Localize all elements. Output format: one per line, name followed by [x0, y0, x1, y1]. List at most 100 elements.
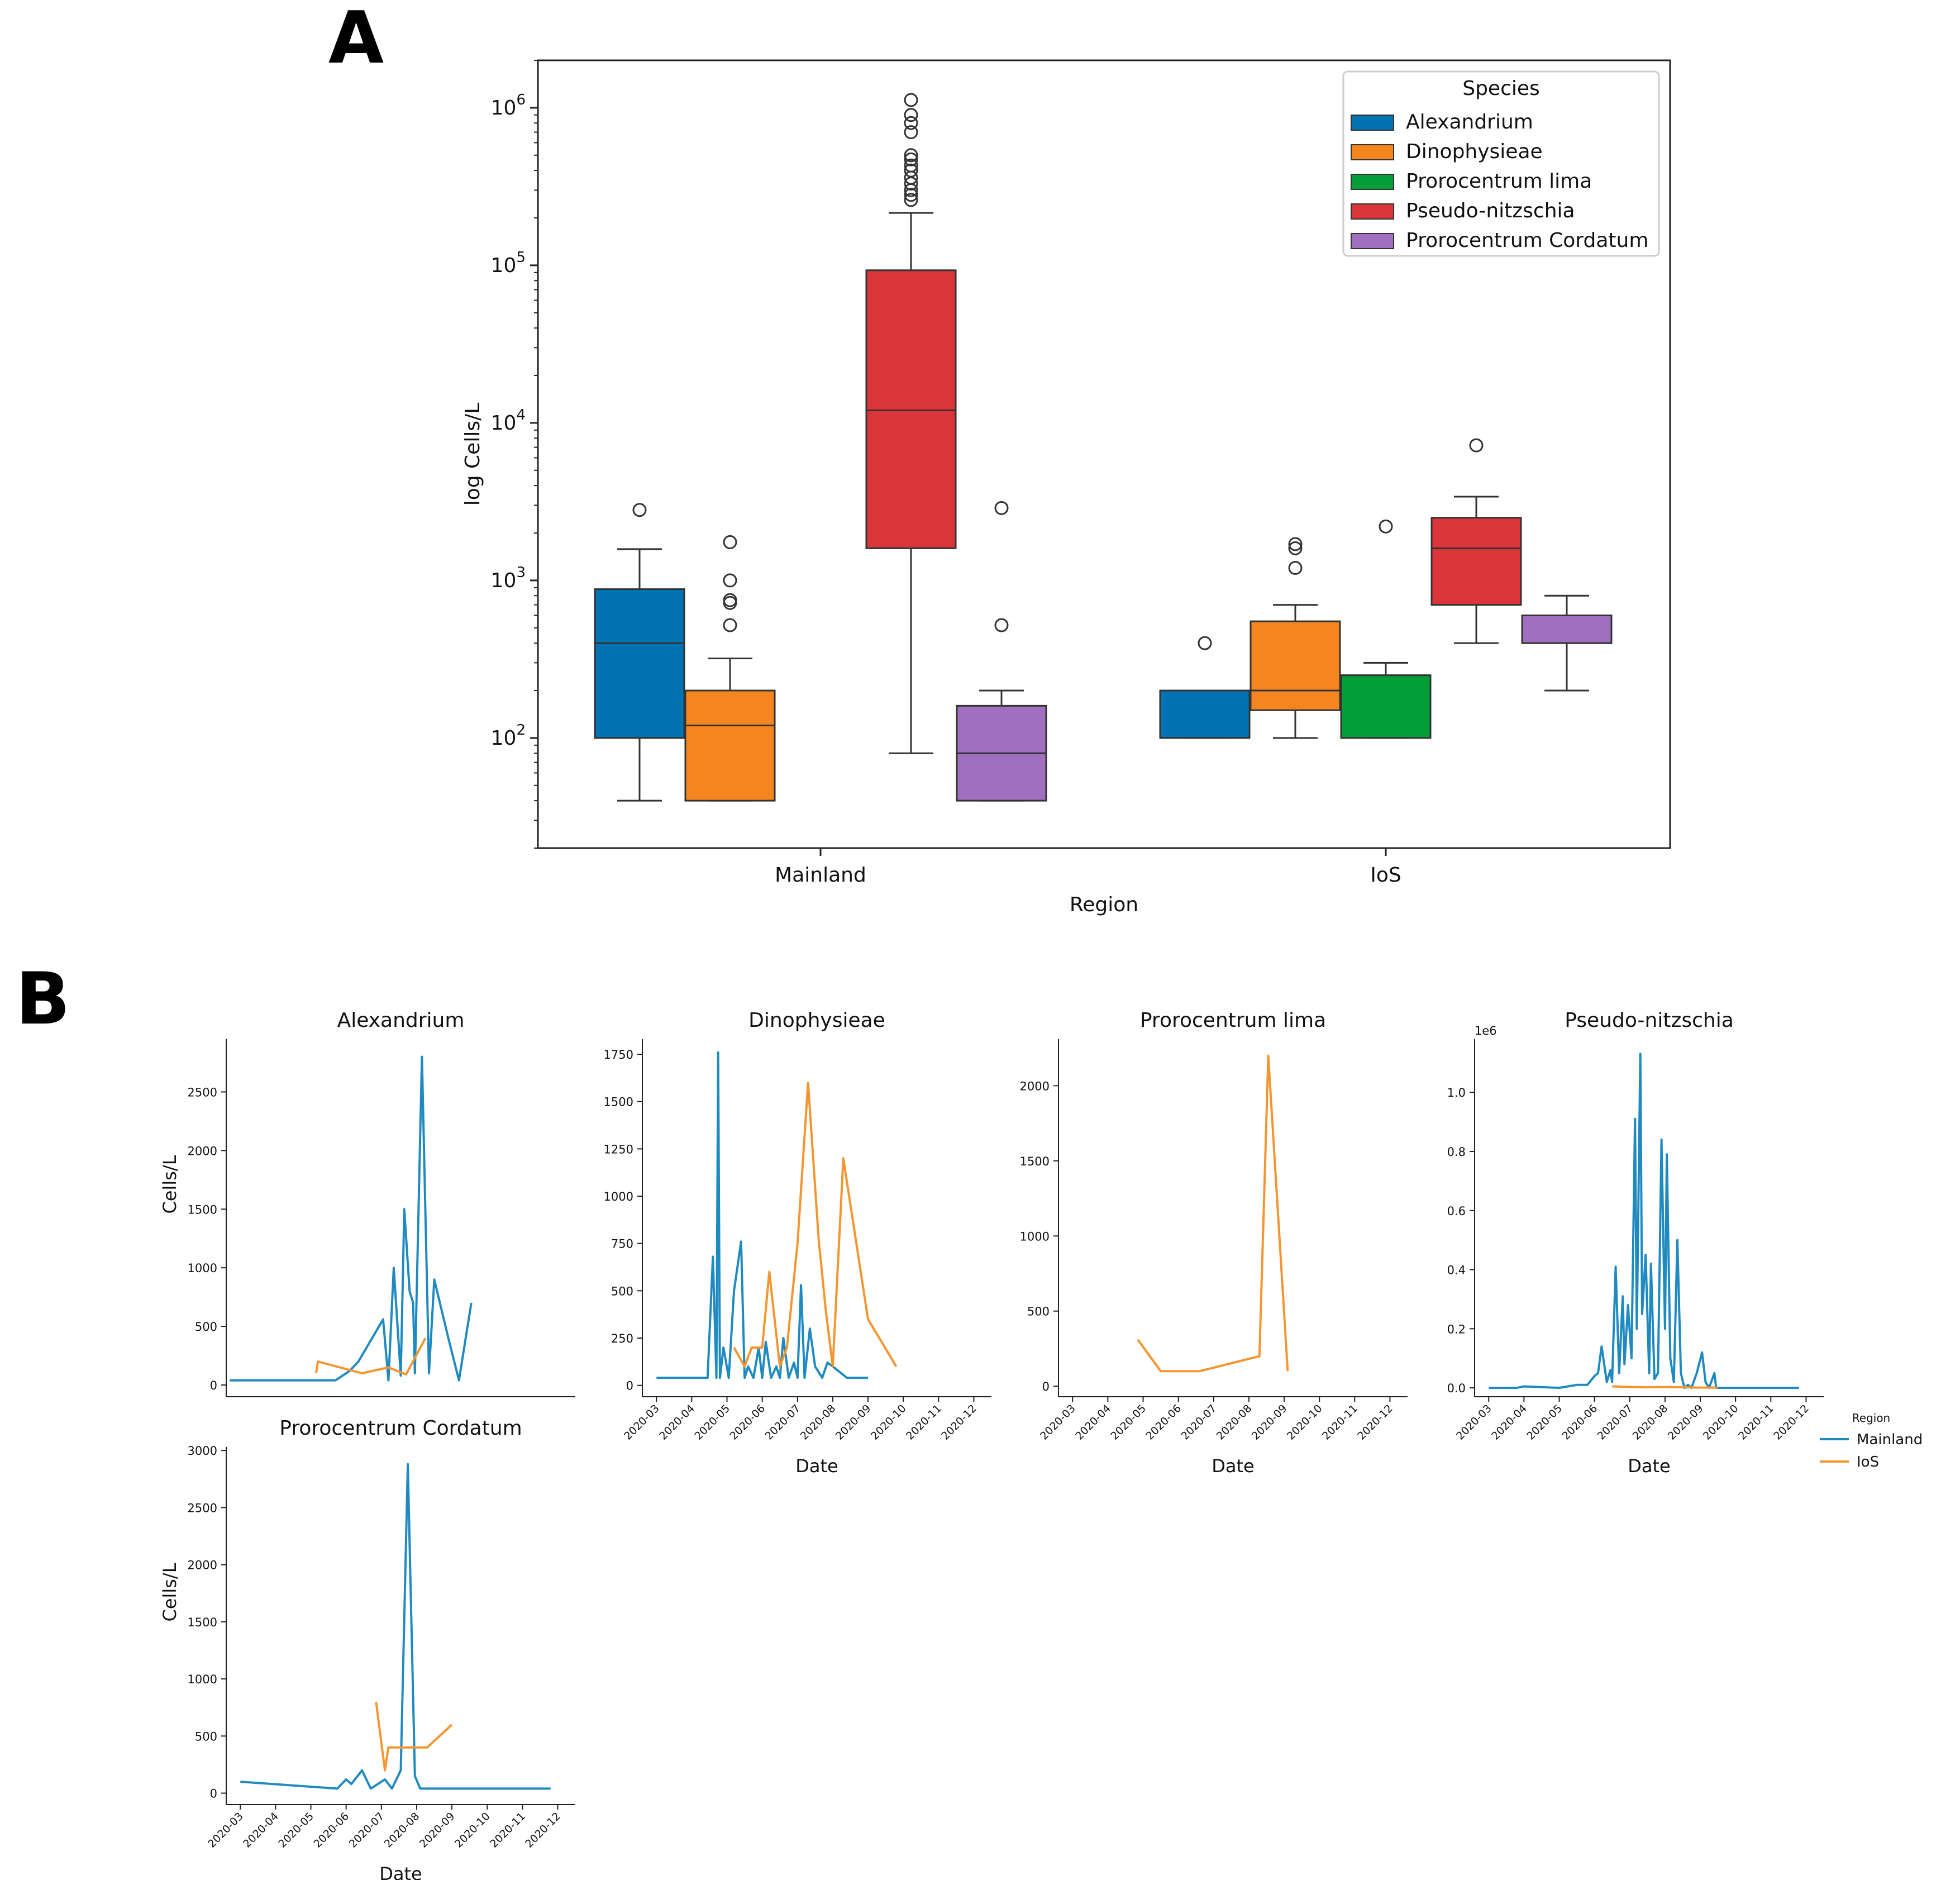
- x-tick-label: 2020-07: [763, 1402, 803, 1443]
- y-tick-label: 2000: [1020, 1079, 1050, 1093]
- series-line-ios: [733, 1081, 898, 1368]
- x-axis-label: Date: [1212, 1455, 1254, 1477]
- outlier-ios-prorocentrum-lima: [1379, 519, 1393, 534]
- box-ios-pseudo-nitzschia: [1430, 517, 1522, 606]
- y-tick-label: 0.0: [1447, 1382, 1466, 1395]
- y-tick-label: 1500: [604, 1096, 633, 1109]
- y-tick-label: 1500: [188, 1203, 217, 1216]
- y-tick-label: 105: [491, 249, 526, 277]
- legend-frame: [1342, 70, 1660, 257]
- line-chart-alexandrium: Alexandrium 0 500 1000 1500 2000 2500 Cells/L: [159, 1009, 575, 1397]
- y-tick-label: 500: [1027, 1305, 1050, 1319]
- chart-title: Prorocentrum lima: [1140, 1009, 1326, 1032]
- line-chart-pseudo-nitzschia: Pseudo-nitzschia 0.0 0.2 0.4 0.6 0.8 1.0 1e6 202…: [1447, 1009, 1923, 1477]
- x-tick-label: 2020-10: [452, 1810, 493, 1850]
- outlier-mainland-pseudo-nitzschia: [904, 158, 918, 173]
- x-tick-label: 2020-11: [488, 1810, 528, 1850]
- legend-label-mainland: Mainland: [1857, 1431, 1923, 1448]
- outlier-mainland-dinophysieae: [723, 573, 737, 588]
- line-chart-prorocentrum-lima: Prorocentrum lima 0 500 1000 1500 2000 2020-03…: [1020, 1009, 1408, 1477]
- series-line-ios: [375, 1701, 453, 1772]
- x-tick-label: 2020-08: [382, 1810, 422, 1850]
- y-tick-label: 3000: [188, 1444, 217, 1458]
- legend-label-prorocentrum-lima: Prorocentrum lima: [1406, 170, 1592, 193]
- x-tick-label-ios: IoS: [1370, 864, 1401, 887]
- y-tick-label: 1.0: [1447, 1086, 1466, 1100]
- box-ios-dinophysieae: [1250, 620, 1341, 711]
- outlier-ios-pseudo-nitzschia: [1469, 438, 1484, 453]
- line-chart-dinophysieae: Dinophysieae 0 250 500 750 1000 1250 1500 1750 20…: [604, 1009, 991, 1477]
- legend-title: Species: [1462, 77, 1540, 100]
- outlier-mainland-alexandrium: [632, 503, 647, 517]
- legend-region: Region Mainland IoS: [1820, 1411, 1923, 1470]
- y-tick-label: 106: [491, 92, 526, 120]
- x-tick-label: 2020-07: [347, 1810, 387, 1850]
- legend-swatch-alexandrium: [1351, 115, 1394, 131]
- outlier-mainland-pseudo-nitzschia: [904, 93, 918, 107]
- legend-swatch-prorocentrum-cordatum: [1351, 233, 1394, 249]
- x-tick-label: 2020-12: [939, 1402, 979, 1443]
- legend-swatch-pseudo-nitzschia: [1351, 203, 1394, 220]
- x-tick-label: 2020-03: [1454, 1402, 1494, 1443]
- x-tick-label: 2020-09: [1666, 1402, 1706, 1443]
- outlier-ios-dinophysieae: [1288, 541, 1303, 555]
- x-tick-label: 2020-08: [1630, 1402, 1671, 1443]
- x-tick-label: 2020-04: [1489, 1402, 1529, 1443]
- x-tick-label: 2020-05: [1524, 1402, 1565, 1443]
- x-tick-label: 2020-05: [1108, 1402, 1148, 1443]
- y-offset-label: 1e6: [1475, 1024, 1497, 1037]
- box-mainland-alexandrium: [594, 588, 685, 739]
- y-tick-label: 1500: [1020, 1155, 1050, 1168]
- x-tick-label: 2020-06: [1143, 1402, 1184, 1443]
- series-line-mainland: [656, 1051, 868, 1379]
- x-tick-label: 2020-04: [241, 1810, 281, 1850]
- y-axis-label: Cells/L: [159, 1155, 180, 1213]
- outlier-mainland-pseudo-nitzschia: [904, 152, 918, 166]
- y-tick-label: 500: [611, 1284, 633, 1298]
- outlier-ios-dinophysieae: [1288, 561, 1303, 575]
- x-tick-label: 2020-10: [1701, 1402, 1741, 1443]
- y-tick-label: 0: [1042, 1380, 1050, 1393]
- x-tick-label: 2020-10: [869, 1402, 909, 1443]
- y-tick-label: 0: [626, 1379, 633, 1393]
- x-tick-label: 2020-04: [657, 1402, 697, 1443]
- y-tick-label: 102: [491, 722, 526, 750]
- x-axis-label: Region: [1070, 893, 1138, 916]
- outlier-mainland-pseudo-nitzschia: [904, 193, 918, 207]
- x-tick-label: 2020-03: [1038, 1402, 1078, 1443]
- x-tick-label: 2020-06: [727, 1402, 767, 1443]
- box-mainland-dinophysieae: [684, 689, 776, 802]
- legend-label-pseudo-nitzschia: Pseudo-nitzschia: [1406, 199, 1575, 222]
- outlier-mainland-dinophysieae: [723, 596, 737, 610]
- x-tick-label: 2020-08: [1214, 1402, 1255, 1443]
- outlier-mainland-pseudo-nitzschia: [904, 116, 918, 130]
- legend-label-alexandrium: Alexandrium: [1406, 111, 1533, 134]
- y-tick-label: 2500: [188, 1501, 217, 1515]
- x-tick-label: 2020-05: [692, 1402, 732, 1443]
- plot-frame: [537, 59, 1671, 849]
- y-tick-label: 2000: [188, 1559, 217, 1572]
- x-tick-label: 2020-12: [1771, 1402, 1811, 1443]
- chart-title: Dinophysieae: [748, 1009, 885, 1032]
- y-tick-label: 104: [491, 407, 526, 435]
- outlier-mainland-pseudo-nitzschia: [904, 125, 918, 140]
- box-chart-by-region: 102 103 104 105 106 Mainland IoS Region log Cell…: [461, 59, 1671, 916]
- x-tick-label: 2020-11: [1320, 1402, 1360, 1443]
- y-tick-label: 1500: [188, 1616, 217, 1629]
- chart-title: Prorocentrum Cordatum: [279, 1417, 522, 1440]
- x-tick-label: 2020-11: [904, 1402, 944, 1443]
- legend-label-prorocentrum-cordatum: Prorocentrum Cordatum: [1406, 229, 1648, 252]
- x-tick-label: 2020-05: [276, 1810, 316, 1850]
- outlier-mainland-dinophysieae: [723, 535, 737, 549]
- y-tick-label: 500: [195, 1730, 217, 1743]
- outlier-mainland-prorocentrum-cordatum: [994, 618, 1009, 632]
- y-tick-label: 1750: [604, 1048, 633, 1062]
- x-tick-label: 2020-09: [833, 1402, 874, 1443]
- panel-label-a: A: [328, 0, 384, 80]
- x-tick-label: 2020-12: [1355, 1402, 1395, 1443]
- y-tick-label: 1250: [604, 1143, 633, 1156]
- series-line-ios: [315, 1338, 427, 1376]
- series-line-ios: [1612, 1385, 1718, 1389]
- outlier-mainland-pseudo-nitzschia: [904, 163, 918, 178]
